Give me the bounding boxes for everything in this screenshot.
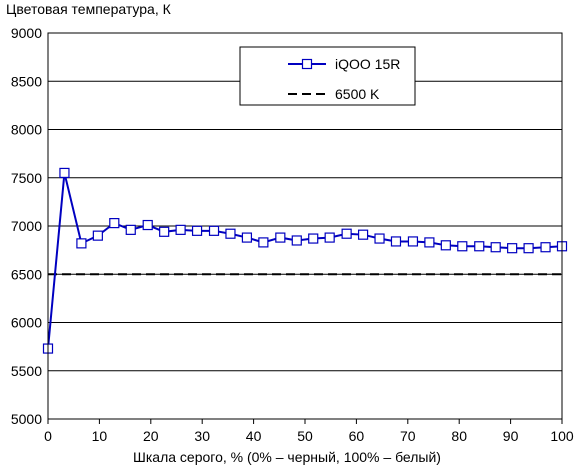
y-tick-label-4: 7000 xyxy=(11,218,42,234)
data-point-23 xyxy=(425,238,434,247)
x-tick-label-3: 30 xyxy=(194,428,210,444)
data-point-26 xyxy=(475,242,484,251)
y-tick-label-8: 9000 xyxy=(11,25,42,41)
x-tick-label-1: 10 xyxy=(92,428,108,444)
x-axis-title: Шкала серого, % (0% – черный, 100% – бел… xyxy=(0,449,574,465)
data-point-20 xyxy=(375,234,384,243)
data-point-25 xyxy=(458,242,467,251)
data-point-24 xyxy=(441,241,450,250)
data-point-6 xyxy=(143,221,152,230)
x-tick-label-0: 0 xyxy=(44,428,52,444)
y-tick-label-0: 5000 xyxy=(11,411,42,427)
data-point-12 xyxy=(242,233,251,242)
data-point-22 xyxy=(408,237,417,246)
data-point-27 xyxy=(491,243,500,252)
data-point-15 xyxy=(292,236,301,245)
x-tick-label-7: 70 xyxy=(400,428,416,444)
data-point-2 xyxy=(77,239,86,248)
x-tick-label-10: 100 xyxy=(550,428,574,444)
data-point-19 xyxy=(359,230,368,239)
data-point-17 xyxy=(325,233,334,242)
legend-marker-iqoo xyxy=(303,60,312,69)
data-point-28 xyxy=(508,244,517,253)
x-tick-label-6: 60 xyxy=(349,428,365,444)
legend-label-iqoo: iQOO 15R xyxy=(335,56,400,72)
y-tick-label-7: 8500 xyxy=(11,73,42,89)
y-tick-label-2: 6000 xyxy=(11,315,42,331)
data-point-4 xyxy=(110,219,119,228)
data-point-14 xyxy=(276,233,285,242)
x-tick-labels: 0 10 20 30 40 50 60 70 80 90 100 xyxy=(44,419,574,444)
legend-label-6500k: 6500 K xyxy=(335,86,380,102)
data-point-16 xyxy=(309,234,318,243)
series-layer xyxy=(44,168,567,353)
x-tick-label-2: 20 xyxy=(143,428,159,444)
data-point-8 xyxy=(176,225,185,234)
data-point-30 xyxy=(541,243,550,252)
x-tick-label-8: 80 xyxy=(451,428,467,444)
data-point-5 xyxy=(126,225,135,234)
x-tick-label-4: 40 xyxy=(246,428,262,444)
data-point-18 xyxy=(342,229,351,238)
y-tick-label-6: 8000 xyxy=(11,122,42,138)
data-point-21 xyxy=(391,237,400,246)
y-tick-label-3: 6500 xyxy=(11,266,42,282)
data-point-9 xyxy=(193,226,202,235)
x-tick-label-5: 50 xyxy=(297,428,313,444)
data-point-11 xyxy=(226,229,235,238)
y-tick-label-1: 5500 xyxy=(11,363,42,379)
data-point-7 xyxy=(160,227,169,236)
data-point-1 xyxy=(60,168,69,177)
y-tick-labels: 5000 5500 6000 6500 7000 7500 8000 8500 9000 xyxy=(11,25,42,427)
y-tick-label-5: 7500 xyxy=(11,170,42,186)
data-point-3 xyxy=(93,231,102,240)
data-point-10 xyxy=(210,226,219,235)
legend: iQOO 15R 6500 K xyxy=(240,47,415,105)
data-point-13 xyxy=(259,238,268,247)
data-point-29 xyxy=(524,244,533,253)
x-tick-label-9: 90 xyxy=(503,428,519,444)
